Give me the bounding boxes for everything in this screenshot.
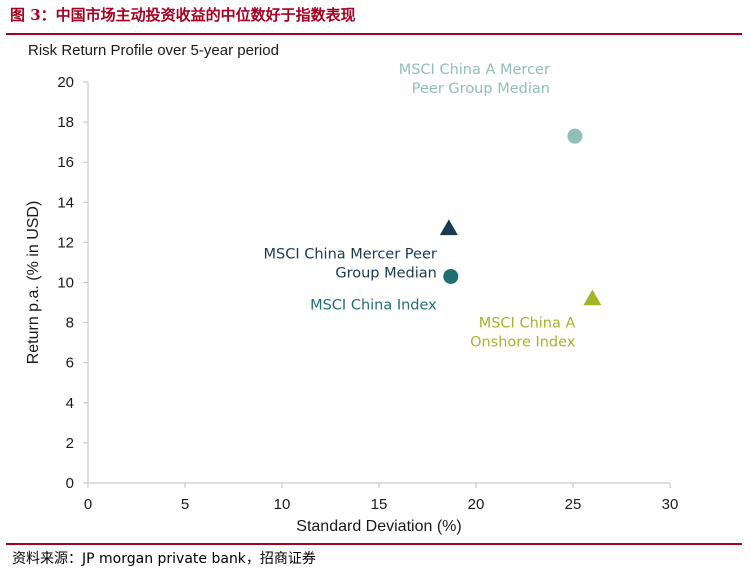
- data-point-circle: [567, 128, 583, 144]
- x-tick-label: 25: [565, 496, 582, 513]
- point-label-line: Onshore Index: [470, 335, 576, 351]
- y-tick-label: 18: [57, 114, 74, 131]
- chart-title: Risk Return Profile over 5-year period: [28, 42, 279, 59]
- data-point-circle: [443, 268, 459, 284]
- y-tick-label: 6: [66, 355, 74, 372]
- y-tick-label: 14: [57, 194, 74, 211]
- chart-axes: [87, 82, 670, 484]
- point-label: MSCI China Mercer Peer Group Median: [264, 246, 437, 281]
- point-label-line: Peer Group Median: [412, 81, 550, 97]
- point-annotations: MSCI China A Mercer Peer Group MedianMSCI…: [264, 62, 576, 350]
- y-tick-label: 0: [66, 475, 74, 492]
- y-tick-label: 16: [57, 154, 74, 171]
- y-tick-label: 2: [66, 435, 74, 452]
- y-tick-label: 8: [66, 315, 74, 332]
- source-note: 资料来源：JP morgan private bank，招商证券: [12, 551, 316, 567]
- point-label: MSCI China A Mercer Peer Group Median: [399, 62, 550, 97]
- point-label: MSCI China Index: [310, 297, 437, 313]
- point-label-line: MSCI China A: [479, 316, 576, 332]
- x-tick-label: 15: [371, 496, 388, 513]
- title-divider: [6, 33, 742, 35]
- data-point-triangle: [583, 289, 602, 306]
- y-tick-label: 20: [57, 74, 74, 91]
- x-tick-label: 5: [181, 496, 189, 513]
- footer-divider: [6, 543, 742, 545]
- data-points: [439, 128, 602, 306]
- y-axis-title: Return p.a. (% in USD): [25, 201, 42, 365]
- y-tick-label: 10: [57, 275, 74, 292]
- y-axis-ticks: 0 2 4 6 8 10 12 14 16 18 20: [57, 74, 88, 492]
- point-label: MSCI China A Onshore Index: [470, 316, 576, 351]
- scatter-chart: 0 5 10 15 20 25 30 0 2 4 6 8 10 12 14 16 18 20 MSCI Chin…: [25, 62, 679, 535]
- x-tick-label: 10: [274, 496, 291, 513]
- point-label-line: MSCI China Index: [310, 297, 437, 313]
- x-tick-label: 30: [662, 496, 679, 513]
- point-label-line: MSCI China A Mercer: [399, 62, 550, 78]
- x-tick-label: 0: [84, 496, 92, 513]
- y-tick-label: 12: [57, 234, 74, 251]
- y-tick-label: 4: [66, 395, 74, 412]
- data-point-triangle: [439, 219, 458, 236]
- x-axis-title: Standard Deviation (%): [296, 518, 461, 535]
- figure-title: 图 3：中国市场主动投资收益的中位数好于指数表现: [10, 6, 356, 24]
- x-tick-label: 20: [468, 496, 485, 513]
- point-label-line: Group Median: [335, 265, 437, 281]
- point-label-line: MSCI China Mercer Peer: [264, 246, 437, 262]
- x-axis-ticks: 0 5 10 15 20 25 30: [84, 483, 679, 513]
